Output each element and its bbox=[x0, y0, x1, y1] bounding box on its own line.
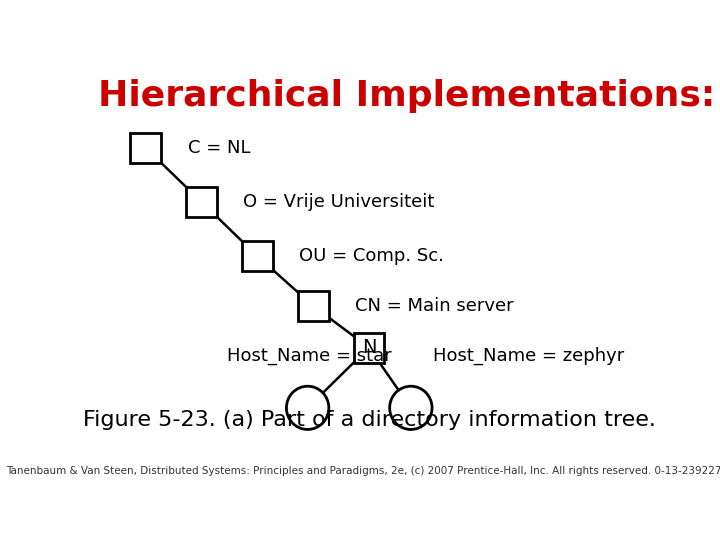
Text: Host_Name = zephyr: Host_Name = zephyr bbox=[433, 347, 624, 365]
Bar bbox=[186, 187, 217, 217]
Text: CN = Main server: CN = Main server bbox=[355, 297, 513, 315]
Text: N: N bbox=[361, 338, 377, 357]
Text: Host_Name = star: Host_Name = star bbox=[227, 347, 392, 365]
Ellipse shape bbox=[287, 386, 329, 429]
Text: Tanenbaum & Van Steen, Distributed Systems: Principles and Paradigms, 2e, (c) 20: Tanenbaum & Van Steen, Distributed Syste… bbox=[6, 465, 720, 476]
Bar bbox=[354, 333, 384, 362]
Text: Hierarchical Implementations: LDAP (2): Hierarchical Implementations: LDAP (2) bbox=[98, 79, 720, 113]
Bar bbox=[298, 291, 328, 321]
Text: Figure 5-23. (a) Part of a directory information tree.: Figure 5-23. (a) Part of a directory inf… bbox=[83, 410, 655, 430]
Bar bbox=[130, 133, 161, 163]
Ellipse shape bbox=[390, 386, 432, 429]
Text: O = Vrije Universiteit: O = Vrije Universiteit bbox=[243, 193, 435, 211]
Text: OU = Comp. Sc.: OU = Comp. Sc. bbox=[300, 247, 444, 265]
Text: C = NL: C = NL bbox=[188, 139, 250, 157]
Bar bbox=[242, 241, 273, 271]
